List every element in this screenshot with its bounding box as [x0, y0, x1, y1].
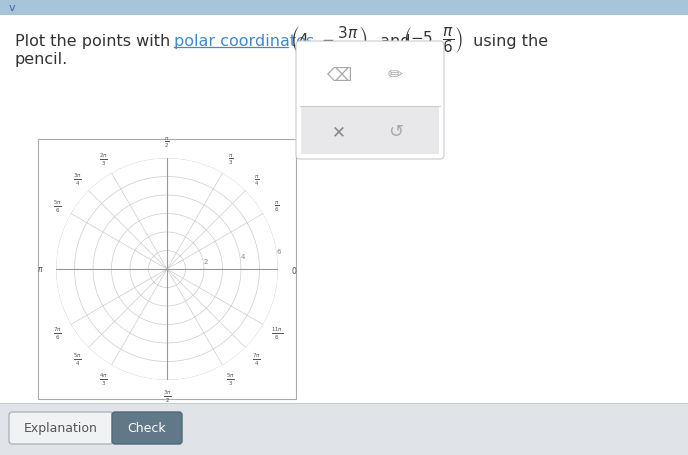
Text: Explanation: Explanation — [24, 422, 98, 435]
Text: v: v — [9, 3, 15, 13]
Text: using the: using the — [468, 33, 548, 48]
Text: ✕: ✕ — [332, 122, 346, 141]
Text: ⌫: ⌫ — [326, 66, 352, 85]
FancyBboxPatch shape — [296, 42, 444, 160]
Bar — [38, 140, 296, 399]
Text: $\!\left(-5,\,\dfrac{\pi}{6}\right)$: $\!\left(-5,\,\dfrac{\pi}{6}\right)$ — [404, 25, 463, 55]
Text: $\!\left(4,\,-\dfrac{3\pi}{2}\right)$: $\!\left(4,\,-\dfrac{3\pi}{2}\right)$ — [292, 24, 367, 56]
Text: pencil.: pencil. — [15, 51, 68, 66]
Text: ↺: ↺ — [387, 122, 402, 141]
Text: polar coordinates: polar coordinates — [174, 33, 314, 48]
Text: Check: Check — [128, 422, 166, 435]
Text: Plot the points with: Plot the points with — [15, 33, 175, 48]
FancyBboxPatch shape — [112, 412, 182, 444]
Bar — [0, 403, 688, 455]
Text: and: and — [375, 33, 416, 48]
FancyBboxPatch shape — [9, 412, 113, 444]
Bar — [301, 106, 439, 155]
Text: ✏: ✏ — [387, 66, 402, 85]
Bar — [0, 0, 688, 16]
